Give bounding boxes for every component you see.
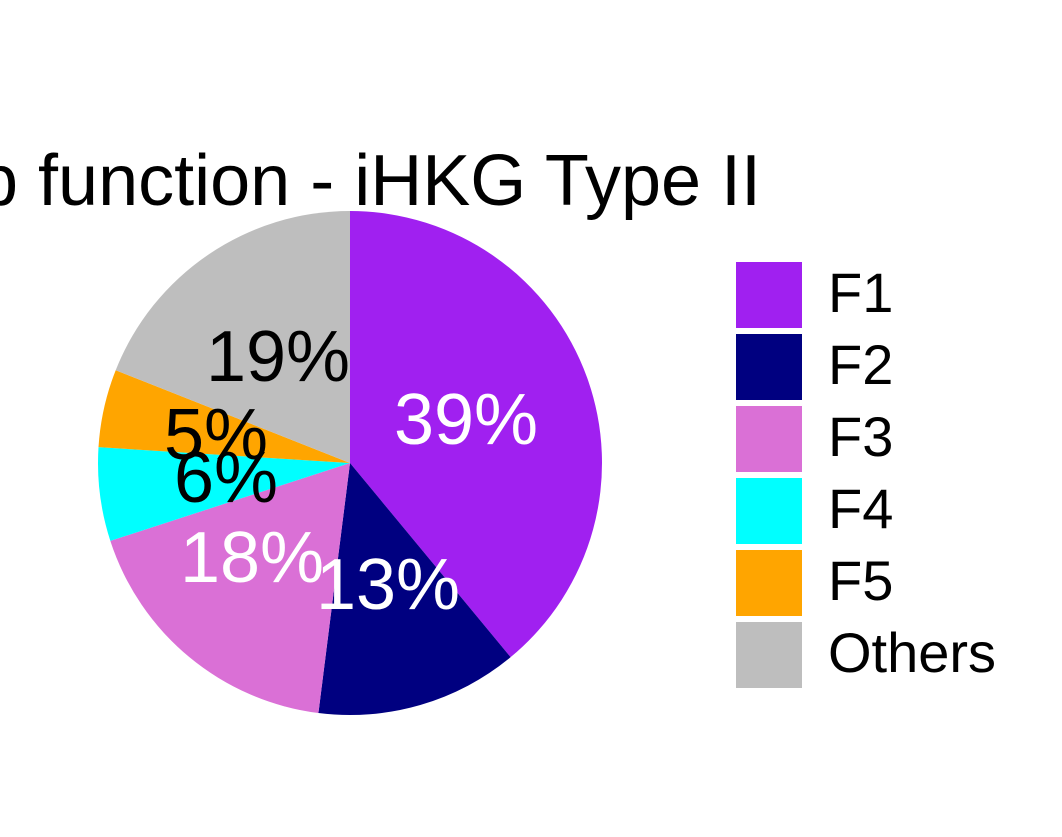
- legend-label-f4: F4: [828, 477, 893, 540]
- legend-item-f3: F3: [736, 405, 893, 472]
- pie-labels: 39% 13%18%6%5%19%: [164, 317, 538, 625]
- legend-swatch-f5: [736, 550, 802, 616]
- legend-label-f2: F2: [828, 333, 893, 396]
- slice-label-f4: 6%: [174, 438, 278, 518]
- legend-label-f1: F1: [828, 261, 893, 324]
- legend-label-f3: F3: [828, 405, 893, 468]
- chart-title: p function - iHKG Type II: [0, 141, 761, 221]
- pie-slice-f4: [98, 447, 350, 541]
- legend-item-f4: F4: [736, 477, 893, 544]
- legend-item-f2: F2: [736, 333, 893, 400]
- legend: F1 F2 F3 F4 F5 Others: [736, 261, 996, 688]
- pie-slice-f5: [98, 370, 350, 463]
- legend-swatch-f2: [736, 334, 802, 400]
- legend-swatch-f3: [736, 406, 802, 472]
- pie-slices: [98, 211, 603, 715]
- legend-swatch-f1: [736, 262, 802, 328]
- pie-slice-f1: [350, 211, 603, 658]
- pie-slice-f3: [110, 463, 350, 714]
- legend-item-others: Others: [736, 621, 996, 688]
- legend-item-f1: F1: [736, 261, 893, 328]
- legend-item-f5: F5: [736, 549, 893, 616]
- legend-swatch-f4: [736, 478, 802, 544]
- slice-label-f3: 18%: [180, 518, 324, 598]
- slice-label-others: 19%: [206, 317, 350, 397]
- slice-label-f5: 5%: [164, 395, 268, 475]
- slice-label-f1: 39%: [394, 380, 538, 460]
- slice-label-f2: 13%: [316, 545, 460, 625]
- pie-slice-f2: [318, 463, 511, 715]
- legend-label-others: Others: [828, 621, 996, 684]
- pie-slice-others: [115, 211, 350, 463]
- legend-swatch-others: [736, 622, 802, 688]
- legend-label-f5: F5: [828, 549, 893, 612]
